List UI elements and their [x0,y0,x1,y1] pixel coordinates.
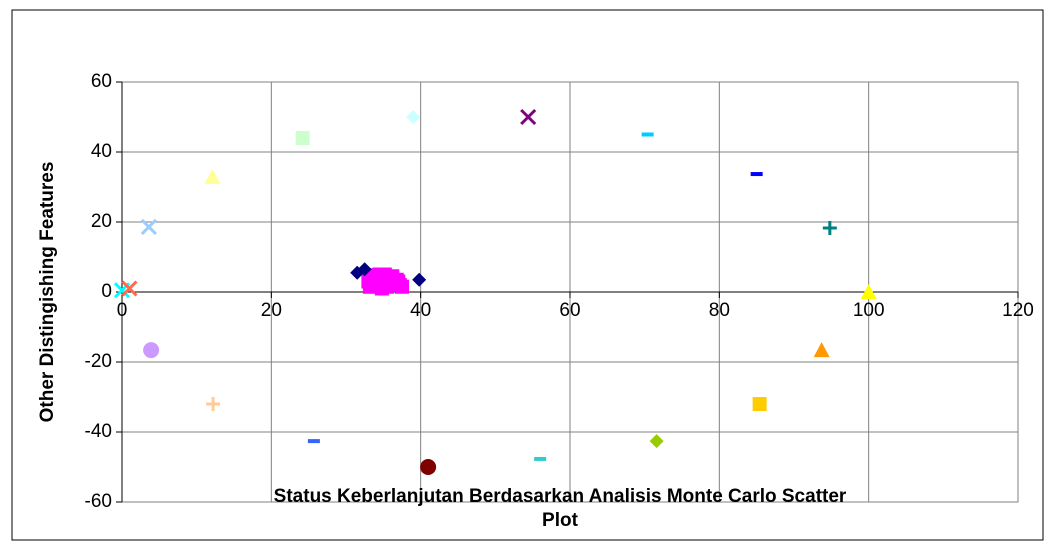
x-axis-title: Status Keberlanjutan Berdasarkan Analisi… [274,486,847,531]
point [121,280,138,297]
point [641,132,654,137]
y-axis-title: Other Distingishing Features [37,162,58,423]
x-tick-label: 40 [410,300,431,321]
x-tick-label: 120 [1002,300,1034,321]
point [204,168,221,184]
point [367,268,382,283]
point [379,274,394,289]
y-tick-label: 0 [101,281,112,302]
x-tick-label: 100 [853,300,885,321]
y-tick-label: 40 [91,141,112,162]
point [307,439,320,444]
point [357,262,372,277]
point [295,131,310,145]
point [520,108,537,126]
point [860,284,877,299]
y-tick-label: -40 [85,421,112,442]
x-tick-label: 20 [261,300,282,321]
point [406,110,421,124]
y-tick-label: 60 [91,71,112,92]
point [420,459,437,475]
point [750,172,763,177]
point [143,342,160,359]
y-tick-label: 20 [91,211,112,232]
x-tick-label: 80 [709,300,730,321]
point [813,342,830,358]
point [534,456,547,461]
point [649,434,664,449]
y-tick-label: -60 [85,491,112,512]
point [206,397,221,411]
x-tick-label: 60 [559,300,580,321]
point [752,397,767,411]
point [822,220,837,235]
point [140,218,157,235]
point [412,272,427,287]
y-tick-label: -20 [85,351,112,372]
